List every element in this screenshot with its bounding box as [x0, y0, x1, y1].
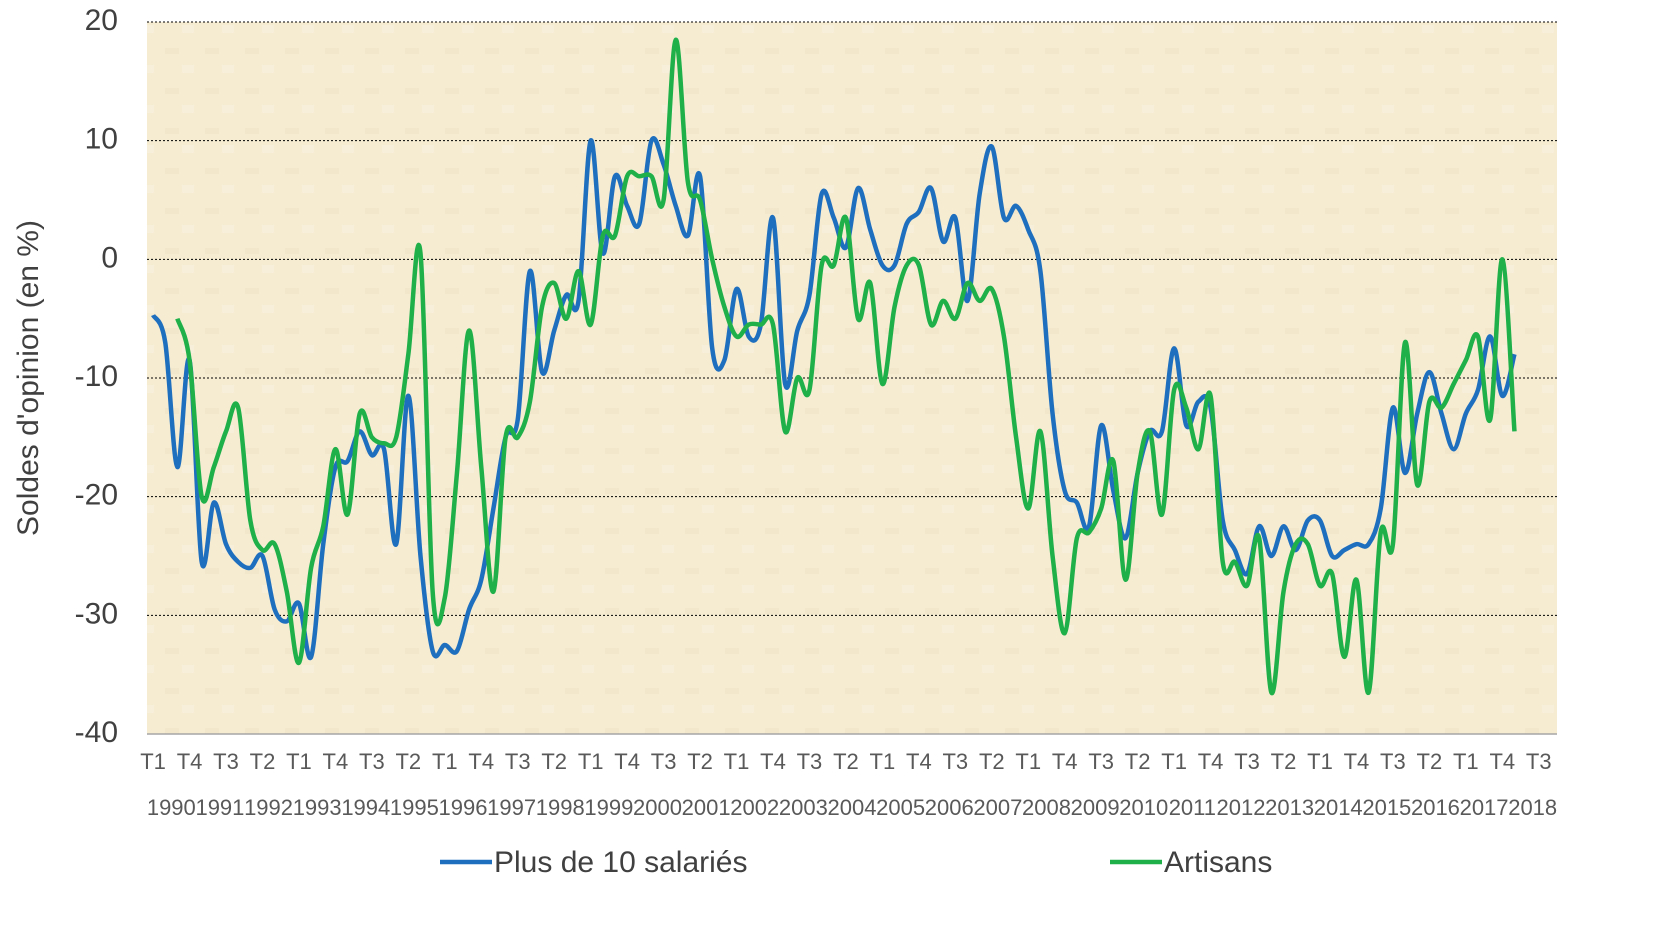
x-tick-label: T2: [1271, 749, 1297, 774]
x-tick-label: T2: [250, 749, 276, 774]
y-tick-label: 0: [101, 241, 118, 274]
x-tick-label: T3: [505, 749, 531, 774]
y-tick-label: -20: [75, 479, 118, 512]
x-tick-label: T3: [942, 749, 968, 774]
x-tick-label: T1: [1015, 749, 1041, 774]
x-tick-label: T3: [1088, 749, 1114, 774]
x-tick-label: T2: [1417, 749, 1443, 774]
x-tick-label: T3: [1234, 749, 1260, 774]
x-group-label: 1995: [390, 795, 439, 820]
legend-label: Plus de 10 salariés: [494, 846, 747, 879]
x-group-label: 2001: [682, 795, 731, 820]
x-tick-label: T3: [797, 749, 823, 774]
x-group-label: 2000: [633, 795, 682, 820]
x-group-label: 1998: [536, 795, 585, 820]
x-tick-label: T1: [724, 749, 750, 774]
x-tick-label: T4: [1489, 749, 1515, 774]
y-tick-label: -10: [75, 360, 118, 393]
x-group-label: 1996: [439, 795, 488, 820]
x-group-label: 2012: [1216, 795, 1265, 820]
x-group-label: 1991: [195, 795, 244, 820]
x-group-label: 2008: [1022, 795, 1071, 820]
y-axis-label: Soldes d'opinion (en %): [12, 220, 45, 536]
x-tick-label: T3: [1526, 749, 1552, 774]
y-tick-label: 10: [85, 123, 118, 156]
x-tick-label: T2: [395, 749, 421, 774]
x-tick-label: T2: [1125, 749, 1151, 774]
x-group-label: 1993: [293, 795, 342, 820]
x-tick-label: T3: [359, 749, 385, 774]
x-tick-label: T4: [323, 749, 349, 774]
x-group-label: 1990: [147, 795, 196, 820]
x-group-label: 2004: [828, 795, 877, 820]
x-group-label: 2005: [876, 795, 925, 820]
x-group-label: 2015: [1362, 795, 1411, 820]
x-group-label: 1997: [487, 795, 536, 820]
x-group-label: 2016: [1411, 795, 1460, 820]
x-tick-label: T1: [1453, 749, 1479, 774]
x-group-label: 1994: [341, 795, 390, 820]
y-tick-label: 20: [85, 4, 118, 37]
x-group-label: 2017: [1460, 795, 1509, 820]
x-tick-label: T2: [541, 749, 567, 774]
x-group-label: 2011: [1169, 795, 1216, 820]
series-line: [175, 37, 1517, 695]
legend-label: Artisans: [1164, 846, 1272, 879]
x-group-label: 2018: [1508, 795, 1557, 820]
y-tick-label: -30: [75, 597, 118, 630]
x-tick-label: T4: [760, 749, 786, 774]
series-line: [151, 136, 1517, 661]
x-group-label: 2006: [925, 795, 974, 820]
x-group-label: 2002: [730, 795, 779, 820]
x-tick-label: T1: [578, 749, 604, 774]
x-tick-label: T4: [468, 749, 494, 774]
x-tick-label: T4: [177, 749, 203, 774]
x-tick-label: T4: [1344, 749, 1370, 774]
x-tick-label: T3: [651, 749, 677, 774]
x-tick-label: T4: [614, 749, 640, 774]
x-tick-label: T1: [432, 749, 458, 774]
x-group-label: 2009: [1071, 795, 1120, 820]
x-group-label: 1999: [584, 795, 633, 820]
x-tick-label: T3: [213, 749, 239, 774]
x-tick-label: T1: [1161, 749, 1187, 774]
x-tick-label: T2: [833, 749, 859, 774]
x-tick-label: T1: [870, 749, 896, 774]
x-tick-label: T1: [286, 749, 312, 774]
y-tick-label: -40: [75, 716, 118, 749]
x-group-label: 1992: [244, 795, 293, 820]
x-tick-label: T4: [1052, 749, 1078, 774]
x-group-label: 2014: [1314, 795, 1363, 820]
x-group-label: 2010: [1119, 795, 1168, 820]
x-tick-label: T1: [1307, 749, 1333, 774]
x-tick-label: T2: [687, 749, 713, 774]
x-group-label: 2007: [973, 795, 1022, 820]
x-tick-label: T4: [1198, 749, 1224, 774]
x-group-label: 2003: [779, 795, 828, 820]
x-tick-label: T1: [140, 749, 166, 774]
x-tick-label: T4: [906, 749, 932, 774]
x-group-label: 2013: [1265, 795, 1314, 820]
x-tick-label: T2: [979, 749, 1005, 774]
x-tick-label: T3: [1380, 749, 1406, 774]
